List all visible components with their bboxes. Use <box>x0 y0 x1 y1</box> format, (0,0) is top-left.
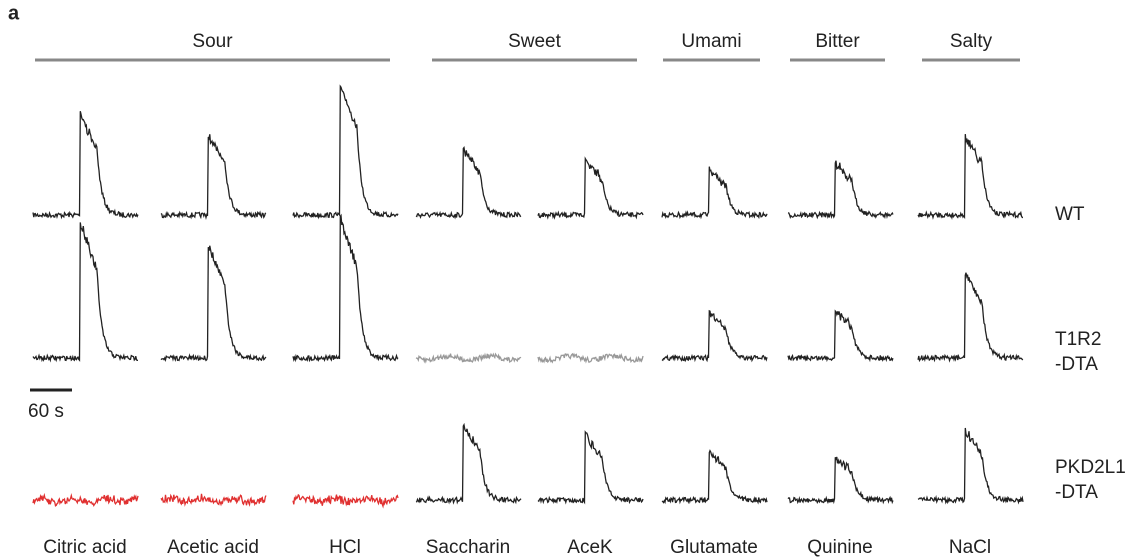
group-label: Umami <box>681 31 741 52</box>
trace <box>537 156 644 220</box>
panel-label: a <box>8 2 20 24</box>
trace <box>661 449 768 505</box>
trace <box>787 160 894 220</box>
trace <box>32 492 139 507</box>
scale-bar-label: 60 s <box>28 401 64 422</box>
trace <box>787 309 894 363</box>
trace <box>292 493 399 509</box>
trace <box>292 213 399 363</box>
row-label: WT <box>1055 204 1085 225</box>
trace <box>661 166 768 220</box>
trace <box>160 493 267 507</box>
column-label: Citric acid <box>43 537 126 558</box>
row-label: T1R2 <box>1055 329 1101 350</box>
trace <box>415 352 522 364</box>
row-label: PKD2L1 <box>1055 457 1126 478</box>
column-label: Quinine <box>807 537 873 558</box>
column-label: NaCl <box>949 537 991 558</box>
trace <box>787 456 894 505</box>
trace <box>537 352 644 364</box>
trace <box>32 111 139 220</box>
trace <box>537 430 644 505</box>
column-label: Saccharin <box>426 537 511 558</box>
trace <box>292 84 399 220</box>
column-label: Acetic acid <box>167 537 259 558</box>
column-label: HCl <box>329 537 361 558</box>
trace <box>415 146 522 220</box>
trace <box>415 422 522 505</box>
trace <box>160 245 267 363</box>
group-label: Salty <box>950 31 993 52</box>
trace <box>917 134 1023 220</box>
trace <box>160 134 267 221</box>
trace <box>32 222 138 363</box>
trace <box>661 309 768 363</box>
trace <box>917 427 1024 505</box>
row-label: -DTA <box>1055 482 1098 503</box>
group-label: Bitter <box>815 31 860 52</box>
group-label: Sweet <box>508 31 562 52</box>
trace <box>917 272 1024 363</box>
group-label: Sour <box>192 31 233 52</box>
row-label: -DTA <box>1055 354 1098 375</box>
column-label: AceK <box>567 537 613 558</box>
column-label: Glutamate <box>670 537 758 558</box>
